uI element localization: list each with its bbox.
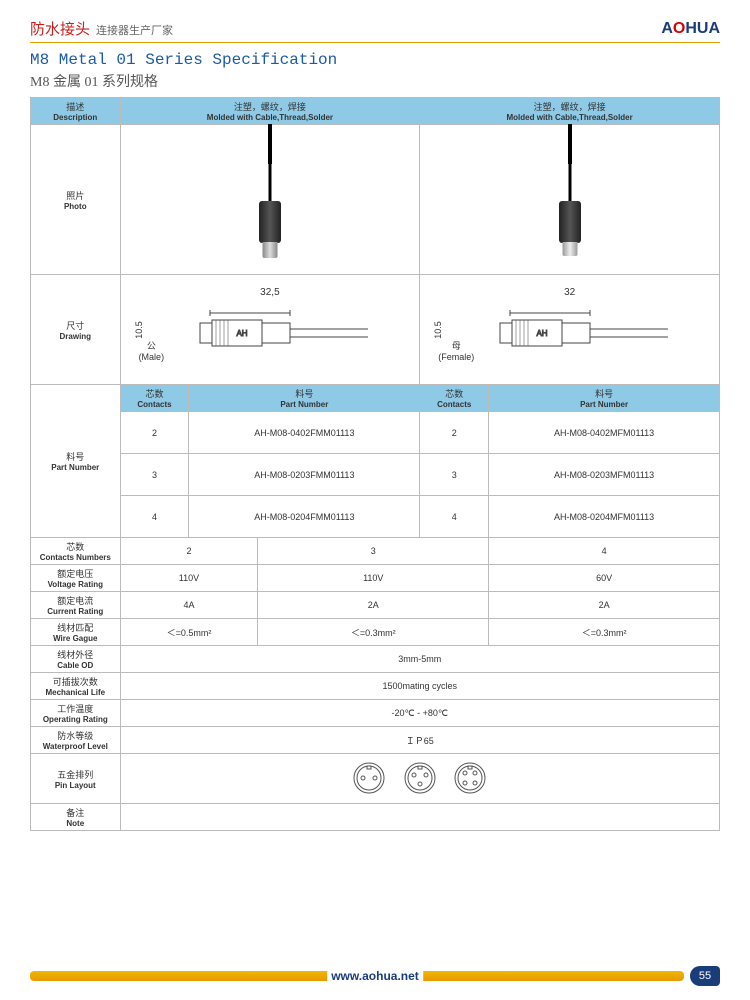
pin-layout-4-icon	[452, 760, 488, 796]
table-cell: 110V	[258, 565, 489, 592]
svg-text:AH: AH	[536, 329, 547, 338]
table-cell: 3	[258, 538, 489, 565]
table-cell: AH-M08-0203MFM01113	[489, 454, 720, 496]
top-bar: 防水接头 连接器生产厂家 AOHUA	[30, 18, 720, 43]
table-cell: ＜=0.5mm²	[120, 619, 258, 646]
row-partnum-label: 料号Part Number	[31, 385, 121, 538]
pin-layout-2-icon	[351, 760, 387, 796]
page-number: 55	[690, 966, 720, 986]
row-label: 线材外径Cable OD	[31, 646, 121, 673]
table-cell: 110V	[120, 565, 258, 592]
table-cell: AH-M08-0402MFM01113	[489, 412, 720, 454]
connector-drawing-icon: AH	[470, 305, 670, 355]
pin-layout-cell	[120, 754, 719, 804]
table-cell: AH-M08-0204MFM01113	[489, 496, 720, 538]
row-label: 可插拔次数Mechanical Life	[31, 673, 121, 700]
hdr-col-female: 注塑，螺纹，焊接Molded with Cable,Thread,Solder	[420, 98, 720, 125]
table-cell: ＜=0.3mm²	[258, 619, 489, 646]
table-cell: 2	[120, 412, 189, 454]
table-cell: 4	[120, 496, 189, 538]
row-label: 备注Note	[31, 804, 121, 831]
table-cell: 1500mating cycles	[120, 673, 719, 700]
page-cn-subtitle: 连接器生产厂家	[96, 22, 173, 38]
row-label: 额定电压Voltage Rating	[31, 565, 121, 592]
page-cn-title: 防水接头	[30, 18, 90, 39]
row-label: 额定电流Current Rating	[31, 592, 121, 619]
photo-male	[120, 125, 420, 275]
row-label: 线材匹配Wire Gague	[31, 619, 121, 646]
drawing-male: 32,5 10.5 公(Male) AH	[120, 275, 420, 385]
table-cell: ＩＰ65	[120, 727, 719, 754]
table-cell: 4A	[120, 592, 258, 619]
spec-title-cn: M8 金属 01 系列规格	[30, 71, 720, 91]
row-label: 工作温度Operating Rating	[31, 700, 121, 727]
table-cell: 3	[420, 454, 489, 496]
photo-female	[420, 125, 720, 275]
table-cell: 60V	[489, 565, 720, 592]
table-cell: 4	[489, 538, 720, 565]
hdr-partnum-m: 料号Part Number	[189, 385, 420, 412]
table-cell: 3mm-5mm	[120, 646, 719, 673]
row-label: 芯数Contacts Numbers	[31, 538, 121, 565]
row-photo-label: 照片Photo	[31, 125, 121, 275]
table-cell: 3	[120, 454, 189, 496]
hdr-col-male: 注塑，螺纹，焊接Molded with Cable,Thread,Solder	[120, 98, 420, 125]
connector-drawing-icon: AH	[170, 305, 370, 355]
row-label: 防水等级Waterproof Level	[31, 727, 121, 754]
footer: www.aohua.net 55	[30, 966, 720, 986]
hdr-partnum-f: 料号Part Number	[489, 385, 720, 412]
hdr-contacts-m: 芯数Contacts	[120, 385, 189, 412]
svg-text:AH: AH	[236, 329, 247, 338]
spec-title-en: M8 Metal 01 Series Specification	[30, 51, 720, 69]
table-cell: 2A	[258, 592, 489, 619]
logo: AOHUA	[661, 20, 720, 38]
pin-layout-3-icon	[402, 760, 438, 796]
table-cell: -20℃ - +80℃	[120, 700, 719, 727]
table-cell: AH-M08-0402FMM01113	[189, 412, 420, 454]
table-cell: 2	[120, 538, 258, 565]
row-drawing-label: 尺寸Drawing	[31, 275, 121, 385]
table-cell	[120, 804, 719, 831]
drawing-female: 32 10.5 母(Female) AH	[420, 275, 720, 385]
table-cell: ＜=0.3mm²	[489, 619, 720, 646]
hdr-contacts-f: 芯数Contacts	[420, 385, 489, 412]
row-label: 五金排列Pin Layout	[31, 754, 121, 804]
spec-table: 描述Description 注塑，螺纹，焊接Molded with Cable,…	[30, 97, 720, 831]
hdr-description: 描述Description	[31, 98, 121, 125]
table-cell: AH-M08-0204FMM01113	[189, 496, 420, 538]
table-cell: 4	[420, 496, 489, 538]
table-cell: AH-M08-0203FMM01113	[189, 454, 420, 496]
table-cell: 2A	[489, 592, 720, 619]
footer-url: www.aohua.net	[327, 969, 423, 983]
table-cell: 2	[420, 412, 489, 454]
